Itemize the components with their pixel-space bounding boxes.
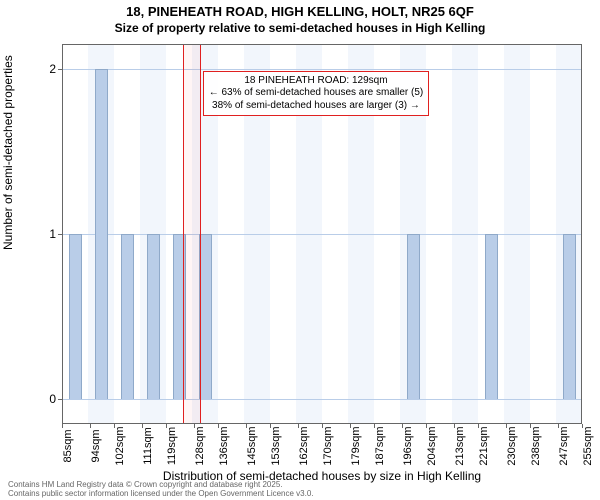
plot-area: 01218 PINEHEATH ROAD: 129sqm← 63% of sem… [62,44,582,424]
ytick-label: 1 [49,227,56,241]
xtick-label: 111sqm [142,427,154,465]
xtick-label: 162sqm [298,426,310,465]
footer-line1: Contains HM Land Registry data © Crown c… [8,480,314,489]
footer-attribution: Contains HM Land Registry data © Crown c… [8,480,314,498]
xtick-label: 153sqm [270,426,282,465]
xtick-mark [90,424,91,428]
y-axis-label: Number of semi-detached properties [1,55,15,250]
xtick-mark [62,424,63,428]
ytick-label: 0 [49,392,56,406]
chart-subtitle: Size of property relative to semi-detach… [0,21,600,35]
plot-border [62,44,582,424]
xtick-label: 238sqm [530,426,542,465]
property-size-chart: 18, PINEHEATH ROAD, HIGH KELLING, HOLT, … [0,0,600,500]
xtick-label: 247sqm [558,426,570,465]
xtick-label: 187sqm [374,426,386,465]
xtick-label: 179sqm [350,426,362,465]
xtick-label: 102sqm [114,426,126,465]
xtick-label: 230sqm [506,426,518,465]
xtick-label: 221sqm [478,426,490,465]
xtick-label: 85sqm [62,429,74,462]
xtick-label: 196sqm [402,426,414,465]
xtick-label: 94sqm [90,429,102,462]
xtick-label: 119sqm [166,427,178,465]
xtick-label: 204sqm [426,426,438,465]
chart-title: 18, PINEHEATH ROAD, HIGH KELLING, HOLT, … [0,4,600,19]
xtick-label: 170sqm [322,426,334,465]
xtick-label: 136sqm [218,426,230,465]
xtick-label: 128sqm [194,426,206,465]
chart-title-block: 18, PINEHEATH ROAD, HIGH KELLING, HOLT, … [0,4,600,35]
xtick-label: 145sqm [246,426,258,465]
xtick-label: 255sqm [582,426,594,465]
ytick-label: 2 [49,62,56,76]
footer-line2: Contains public sector information licen… [8,489,314,498]
xtick-label: 213sqm [454,426,466,465]
